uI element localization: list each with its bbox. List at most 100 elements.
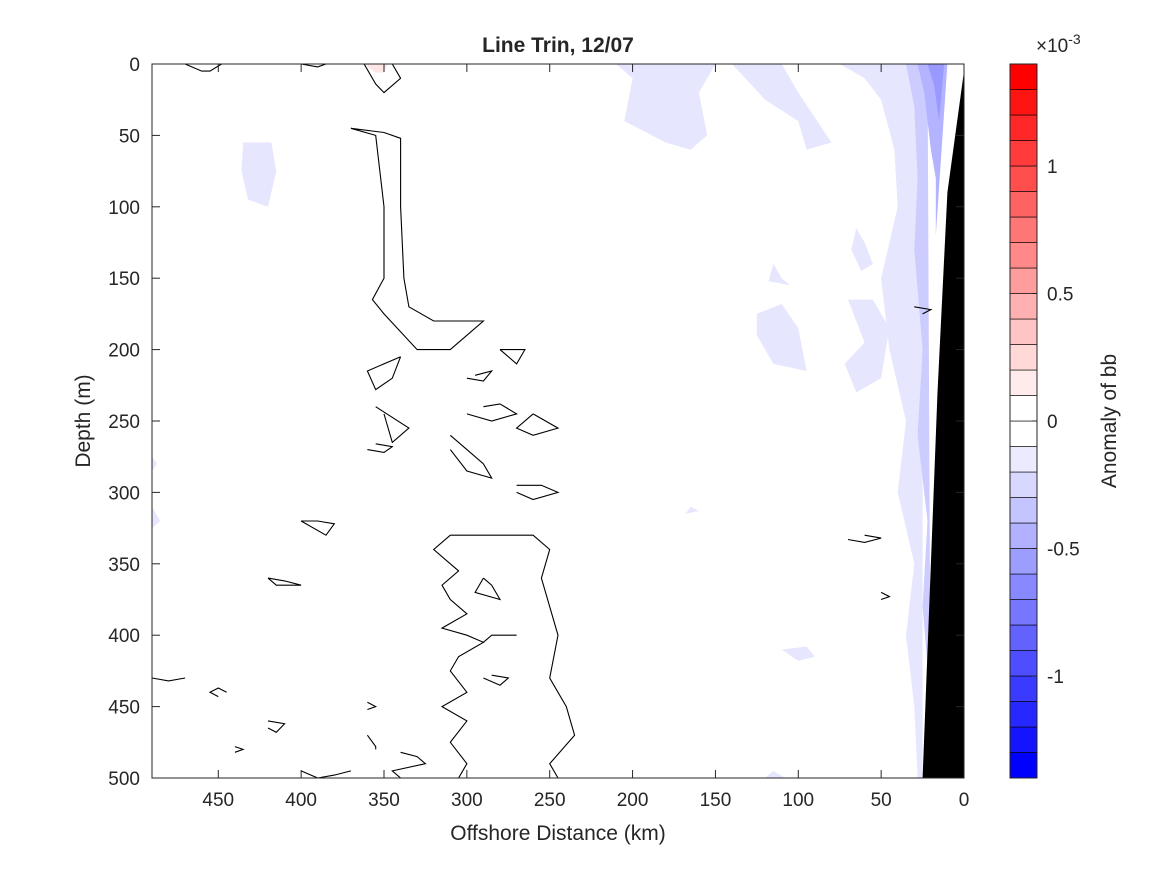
anomaly-patch — [152, 456, 157, 471]
colorbar-tick-label: 0 — [1047, 412, 1058, 433]
anomaly-patches — [152, 64, 948, 778]
colorbar-swatch — [1009, 318, 1038, 345]
y-tick-label: 250 — [108, 412, 140, 433]
colorbar-swatch — [1009, 369, 1038, 396]
y-tick-label: 300 — [108, 483, 140, 504]
anomaly-patch — [927, 64, 945, 122]
colorbar-swatch — [1009, 165, 1038, 192]
y-tick-label: 350 — [108, 555, 140, 576]
contour-line — [366, 734, 377, 750]
contour-line — [483, 634, 517, 643]
colorbar-swatch — [1009, 675, 1038, 702]
anomaly-patch — [851, 228, 873, 272]
contour-line — [432, 534, 485, 778]
y-tick-label: 200 — [108, 341, 140, 362]
contour-line — [267, 720, 286, 733]
contour-line — [367, 443, 394, 453]
contour-line — [474, 577, 502, 601]
y-tick-label: 500 — [108, 769, 140, 790]
x-axis-ticks: 450 400 350 300 250 200 150 100 50 0 — [202, 64, 969, 811]
contour-line — [363, 64, 402, 94]
colorbar-tick-label: -0.5 — [1047, 540, 1080, 561]
contour-line — [391, 751, 427, 778]
contour-line — [267, 577, 302, 586]
contour-line — [300, 520, 336, 536]
colorbar-swatch — [1009, 548, 1038, 575]
y-axis-ticks: 0 50 100 150 200 250 300 350 400 450 500 — [108, 55, 964, 790]
x-tick-label: 400 — [285, 790, 317, 811]
x-tick-label: 350 — [368, 790, 400, 811]
colorbar-swatch — [1009, 293, 1038, 320]
contour-line — [301, 64, 327, 68]
colorbar-tick-label: 0.5 — [1047, 285, 1073, 306]
contour-line — [375, 406, 410, 444]
contour-line — [880, 591, 891, 601]
y-tick-label: 0 — [129, 55, 140, 76]
anomaly-patch — [241, 142, 277, 207]
seafloor — [922, 71, 964, 778]
x-tick-label: 150 — [700, 790, 732, 811]
anomaly-patch — [781, 646, 815, 661]
anomaly-patch — [364, 64, 388, 73]
colorbar-swatch — [1009, 701, 1038, 728]
contour-line — [300, 770, 352, 778]
colorbar-swatch — [1009, 267, 1038, 294]
colorbar-swatch — [1009, 344, 1038, 371]
anomaly-patch — [732, 64, 832, 150]
seafloor-wedge — [922, 71, 964, 778]
contour-line — [466, 370, 494, 382]
colorbar-swatch — [1009, 650, 1038, 677]
colorbar-exponent-base: ×10 — [1036, 36, 1068, 57]
x-tick-label: 300 — [451, 790, 483, 811]
contour-line — [515, 413, 560, 436]
y-tick-label: 150 — [108, 269, 140, 290]
x-tick-label: 50 — [871, 790, 892, 811]
anomaly-patch — [685, 506, 699, 514]
colorbar-swatch — [1009, 140, 1038, 167]
x-tick-label: 200 — [617, 790, 649, 811]
colorbar-swatch — [1009, 752, 1038, 779]
colorbar-swatch — [1009, 114, 1038, 141]
colorbar-swatch — [1009, 522, 1038, 549]
contour-line — [208, 687, 227, 698]
contour-line — [499, 349, 526, 365]
colorbar-swatch — [1009, 395, 1038, 422]
colorbar-swatch — [1009, 242, 1038, 269]
x-tick-label: 250 — [534, 790, 566, 811]
colorbar-label: Anomaly of bb — [1098, 354, 1121, 488]
colorbar-swatch — [1009, 726, 1038, 753]
y-tick-label: 100 — [108, 198, 140, 219]
colorbar-swatch — [1009, 573, 1038, 600]
colorbar-ticks: 1 0.5 0 -0.5 -1 — [1032, 157, 1080, 688]
x-tick-label: 100 — [782, 790, 814, 811]
anomaly-patch — [839, 64, 923, 778]
contour-line — [466, 403, 518, 422]
colorbar-swatch — [1009, 446, 1038, 473]
contour-line — [516, 484, 560, 501]
contour-line — [234, 746, 245, 753]
colorbar-swatch — [1009, 216, 1038, 243]
y-tick-label: 400 — [108, 626, 140, 647]
contour-line — [847, 534, 882, 543]
colorbar-tick-label: -1 — [1047, 667, 1064, 688]
anomaly-patch — [768, 263, 790, 286]
contour-line — [483, 674, 510, 686]
y-axis-label: Depth (m) — [72, 374, 95, 467]
contour-line — [449, 434, 493, 480]
contour-line — [350, 127, 485, 351]
colorbar-exponent: ×10-3 — [1036, 31, 1081, 57]
contour-line — [367, 701, 378, 711]
plot-area: 450 400 350 300 250 200 150 100 50 0 0 50 100 150 200… — [108, 55, 969, 811]
anomaly-patch — [152, 506, 161, 529]
x-axis-label: Offshore Distance (km) — [450, 822, 666, 845]
anomaly-patch — [906, 64, 931, 778]
contour-line — [184, 64, 222, 72]
anomaly-patch — [616, 64, 716, 150]
anomaly-patch — [844, 299, 890, 393]
colorbar-swatch — [1009, 599, 1038, 626]
colorbar-swatch — [1009, 497, 1038, 524]
contour-line — [366, 356, 402, 391]
anomaly-patch — [756, 303, 807, 371]
y-tick-label: 450 — [108, 698, 140, 719]
